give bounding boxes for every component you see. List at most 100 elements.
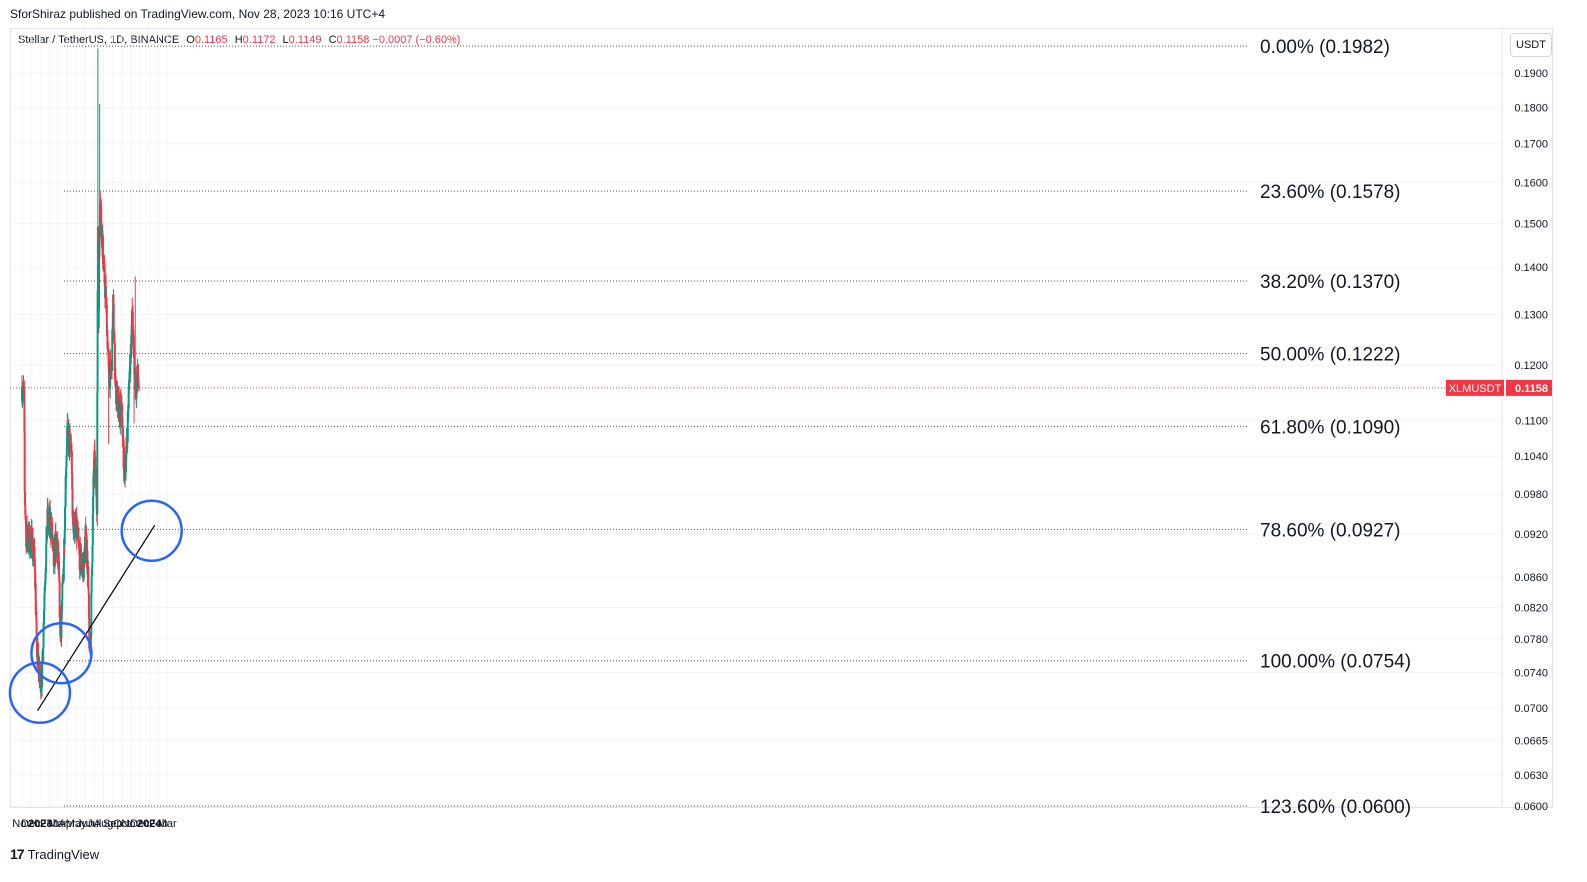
candle-body	[64, 506, 67, 508]
candle-body	[125, 445, 128, 460]
candle-body	[96, 291, 99, 393]
last-price-value: 0.1158	[1515, 383, 1548, 395]
low-value: 0.1149	[288, 34, 322, 46]
time-tick-label: Aug	[94, 818, 114, 830]
highlight-circles	[8, 499, 183, 724]
candle-body	[106, 330, 109, 350]
time-axis: NovDec2023FebMarAprMayJunJulAugSepOctNov…	[12, 818, 177, 830]
time-tick-label: Apr	[59, 818, 76, 830]
candle-body	[103, 267, 106, 287]
time-tick-label: Dec	[21, 818, 41, 830]
price-tick-label: 0.0980	[1514, 489, 1548, 501]
candle-body	[23, 491, 26, 506]
candle-body	[42, 622, 45, 649]
symbol-legend: Stellar / TetherUS, 1D, BINANCE O0.1165 …	[18, 34, 460, 46]
candle-body	[59, 605, 62, 637]
time-tick-label: Jul	[87, 818, 101, 830]
time-tick-label: May	[66, 818, 87, 830]
candle-body	[82, 551, 85, 579]
close-value: 0.1158	[336, 34, 370, 46]
high-value: 0.1172	[242, 34, 276, 46]
price-tick-label: 0.1900	[1514, 68, 1548, 80]
tradingview-logo-icon: 17	[10, 846, 25, 862]
highlight-circle	[8, 661, 72, 724]
time-tick-label: Sep	[103, 818, 123, 830]
high-label: H	[234, 34, 243, 46]
candle-body	[131, 311, 134, 333]
tradingview-footer: 17 TradingView	[10, 846, 99, 862]
grid	[10, 29, 1502, 807]
price-tick-label: 0.1300	[1514, 309, 1548, 321]
candle-body	[52, 538, 55, 542]
candle-body	[70, 451, 73, 475]
price-tick-label: 0.0780	[1514, 634, 1548, 646]
fib-level-label: 50.00% (0.1222)	[1260, 345, 1401, 366]
fib-level-label: 0.00% (0.1982)	[1260, 37, 1390, 58]
candle-body	[111, 329, 114, 371]
candle-body	[52, 541, 55, 546]
candle-body	[134, 367, 137, 390]
candle-body	[112, 303, 115, 333]
time-tick-label: 2024	[137, 818, 162, 830]
change-value: −0.0007 (−0.60%)	[372, 34, 461, 46]
candle-body	[98, 242, 101, 259]
candle-body	[72, 509, 75, 526]
candle-body	[33, 546, 36, 559]
candle-body	[85, 534, 88, 558]
symbol-tag	[1446, 379, 1504, 396]
candle-body	[62, 560, 65, 581]
candle-body	[97, 227, 100, 275]
price-tick-label: 0.1040	[1514, 451, 1548, 463]
candle-body	[91, 513, 94, 546]
time-tick-label: Feb	[40, 818, 59, 830]
candle-body	[90, 576, 93, 594]
currency-button[interactable]: USDT	[1510, 33, 1552, 57]
price-tick-label: 0.1700	[1514, 139, 1548, 151]
highlight-circle	[120, 499, 183, 563]
price-tick-label: 0.1100	[1515, 416, 1548, 428]
price-tick-label: 0.0820	[1514, 602, 1548, 614]
candle-body	[54, 531, 57, 558]
candle-body	[24, 505, 27, 515]
candle-body	[87, 593, 90, 619]
published-info: SforShiraz published on TradingView.com,…	[10, 7, 385, 21]
candle-body	[87, 586, 90, 594]
close-label: C	[328, 34, 337, 46]
time-tick-label: 2023	[28, 818, 52, 830]
candle-body	[80, 553, 83, 569]
candle-body	[64, 476, 67, 507]
chart-frame	[10, 28, 1553, 808]
fib-level-label: 100.00% (0.0754)	[1260, 652, 1411, 673]
fib-level-label: 78.60% (0.0927)	[1260, 520, 1401, 541]
candle-body	[65, 466, 68, 479]
price-axis: 0.1900 0.1800 0.1700 0.1600 0.1500 0.1400 0.13…	[1501, 29, 1548, 813]
price-tick-label: 0.0665	[1514, 736, 1548, 748]
time-tick-label: Oct	[113, 818, 130, 830]
fib-level-label: 123.60% (0.0600)	[1260, 797, 1411, 818]
candle-body	[26, 523, 29, 541]
candle-body	[71, 474, 74, 490]
price-tick-label: 0.1800	[1514, 102, 1548, 114]
fibonacci-levels: 0.00% (0.1982) 23.60% (0.1578) 38.20% (0.1…	[64, 37, 1411, 818]
price-tick-label: 0.1600	[1514, 177, 1548, 189]
candle-body	[97, 309, 100, 328]
candle-body	[128, 364, 131, 383]
candle-body	[90, 593, 93, 637]
candle-body	[121, 403, 124, 425]
candle-body	[55, 533, 58, 541]
candle-body	[64, 507, 67, 531]
candle-body	[87, 566, 90, 587]
candle-body	[88, 618, 91, 649]
candle-body	[25, 534, 28, 547]
price-tick-label: 0.1200	[1514, 360, 1548, 372]
candle-body	[133, 357, 136, 375]
candle-body	[61, 583, 64, 601]
price-tick-label: 0.0600	[1514, 801, 1548, 813]
time-tick-label: Feb	[149, 818, 168, 830]
fib-level-label: 61.80% (0.1090)	[1260, 417, 1401, 438]
candle-body	[96, 392, 99, 515]
candle-body	[67, 429, 70, 431]
candle-body	[92, 495, 95, 514]
candle-body	[98, 258, 101, 310]
